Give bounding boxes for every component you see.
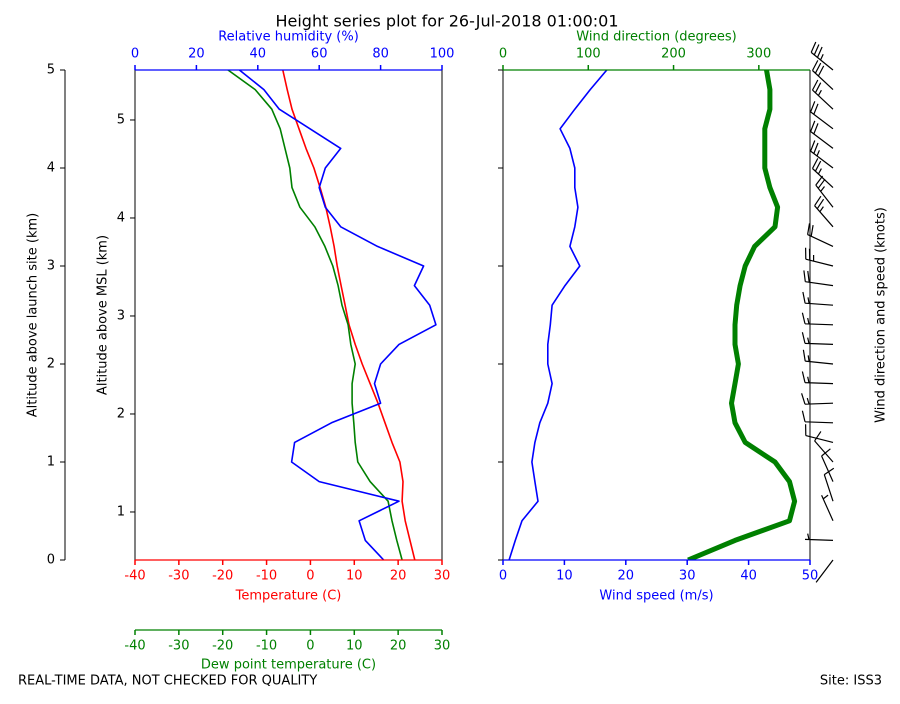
x-tick-label: 10 [346,569,363,584]
x-tick-label: 10 [556,569,573,584]
y-tick-label: 0 [47,553,55,568]
wind-barb [801,410,834,424]
wind-barb [821,448,834,482]
x-tick-label: 30 [434,639,451,654]
wind-barb [810,101,834,130]
wind-barb [801,371,834,385]
x-tick-label: 20 [390,569,407,584]
wind-barb [810,120,834,149]
footer-note: REAL-TIME DATA, NOT CHECKED FOR QUALITY [18,674,317,689]
x-tick-label: 0 [131,47,139,62]
y-tick-label: 3 [47,259,55,274]
wind-barb [811,158,834,189]
y-axis-label: Altitude above MSL (km) [96,235,111,395]
x-axis-label: Dew point temperature (C) [201,658,376,673]
x-tick-label: -30 [168,569,189,584]
y-tick-label: 2 [47,357,55,372]
wind-barb [821,494,834,522]
x-tick-label: 30 [679,569,696,584]
series-line [282,70,416,560]
x-tick-label: 100 [576,47,601,62]
wind-barb [814,431,834,463]
x-tick-label: -40 [124,569,145,584]
wind-barb [807,223,834,247]
x-tick-label: -10 [256,569,277,584]
site-label: Site: ISS3 [820,674,882,689]
y-tick-label: 3 [117,308,125,323]
series-line [227,70,403,560]
x-tick-label: 0 [499,47,507,62]
x-tick-label: -20 [212,639,233,654]
figure-title: Height series plot for 26-Jul-2018 01:00… [275,12,618,31]
wind-barb [801,393,834,405]
x-tick-label: 200 [661,47,686,62]
y-tick-label: 4 [47,161,55,176]
series-line [508,70,608,560]
wind-barb [802,349,834,365]
wind-barb [815,559,834,583]
y-tick-label: 4 [117,210,125,225]
wind-barb [805,247,834,267]
x-tick-label: 0 [306,639,314,654]
wind-barb [803,270,834,287]
x-tick-label: -40 [124,639,145,654]
wind-barb [811,79,834,110]
x-tick-label: -10 [256,639,277,654]
y-tick-label: 5 [47,63,55,78]
x-tick-label: 0 [499,569,507,584]
barb-label: Wind direction and speed (knots) [874,207,889,423]
wind-barb [801,312,834,326]
wind-barb [810,140,834,169]
y-tick-label: 2 [117,406,125,421]
x-tick-label: -30 [168,639,189,654]
x-axis-label: Relative humidity (%) [218,30,359,45]
series-line [238,70,437,560]
x-axis-label: Wind direction (degrees) [576,30,736,45]
wind-barb [814,195,834,228]
wind-barb [805,424,834,443]
x-tick-label: 60 [311,47,328,62]
x-axis-label: Temperature (C) [235,589,342,604]
wind-barb [801,332,834,345]
y-tick-label: 5 [117,112,125,127]
x-tick-label: 50 [802,569,819,584]
x-tick-label: 40 [250,47,267,62]
wind-barb [804,533,834,541]
x-tick-label: 300 [746,47,771,62]
x-tick-label: 20 [188,47,205,62]
x-tick-label: -20 [212,569,233,584]
x-tick-label: 30 [434,569,451,584]
y-tick-label: 1 [47,455,55,470]
x-tick-label: 20 [618,569,635,584]
x-axis-label: Wind speed (m/s) [599,589,713,604]
wind-barb [802,291,834,306]
x-tick-label: 40 [740,569,757,584]
y-axis-label: Altitude above launch site (km) [26,213,41,417]
wind-barb [811,60,834,91]
x-tick-label: 20 [390,639,407,654]
wind-barb [815,175,834,208]
x-tick-label: 80 [372,47,389,62]
series-line [687,70,798,560]
y-tick-label: 1 [117,504,125,519]
x-tick-label: 100 [430,47,455,62]
wind-barb [810,41,834,71]
x-tick-label: 0 [306,569,314,584]
x-tick-label: 10 [346,639,363,654]
